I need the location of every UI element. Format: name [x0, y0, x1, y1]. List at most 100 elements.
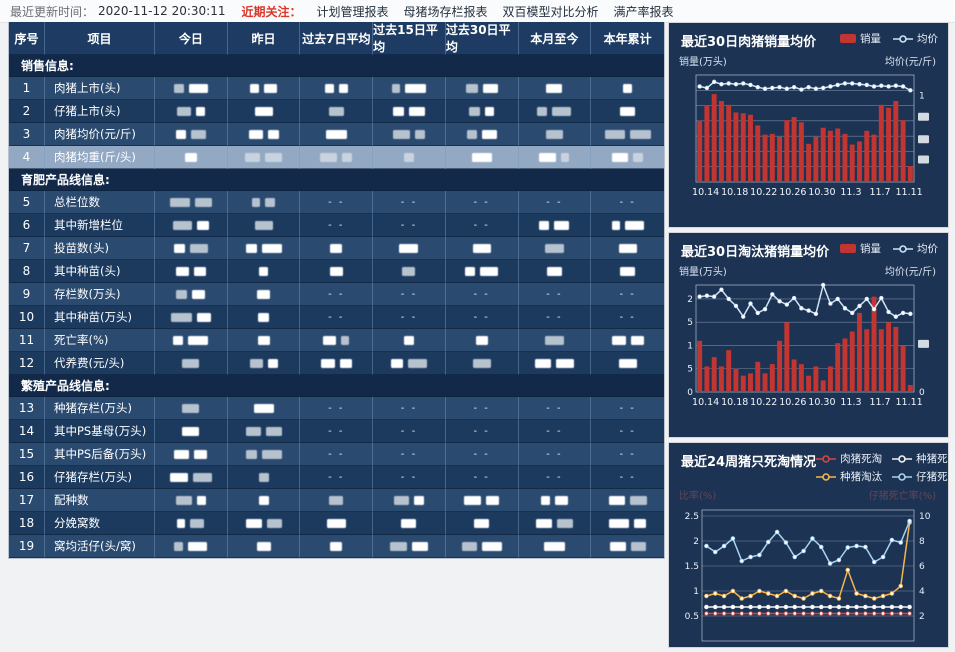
table-row-9[interactable]: 9 存栏数(万头) - - - - - - - - - - [9, 283, 664, 306]
redacted-value [339, 358, 352, 368]
row-number: 14 [9, 420, 45, 443]
redacted-value [194, 197, 212, 207]
row-value-cell [155, 329, 228, 352]
redacted-value [413, 495, 424, 505]
table-row-12[interactable]: 12 代养费(元/头) [9, 352, 664, 375]
chart-plot: 2.5 10 2 8 1.5 6 1 4 0.5 2 [684, 509, 930, 642]
row-value-cell [155, 191, 228, 214]
redacted-value [169, 197, 190, 207]
table-row-4[interactable]: 4 肉猪均重(斤/头) [9, 146, 664, 169]
redacted-value [195, 106, 205, 116]
svg-text:10.22: 10.22 [750, 397, 777, 408]
row-value-cell [155, 443, 228, 466]
empty-value: - - [619, 288, 636, 300]
legend-label: 种猪淘汰 [840, 471, 883, 483]
table-row-11[interactable]: 11 死亡率(%) [9, 329, 664, 352]
svg-text:4: 4 [919, 587, 925, 597]
svg-text:5: 5 [687, 318, 693, 328]
row-value-cell [155, 214, 228, 237]
legend-item-销量[interactable]: 销量 [840, 241, 881, 256]
legend-item-均价[interactable]: 均价 [893, 241, 938, 256]
table-row-8[interactable]: 8 其中种苗(头) [9, 260, 664, 283]
table-row-3[interactable]: 3 肉猪均价(元/斤) [9, 123, 664, 146]
row-value-cell: - - [591, 420, 664, 443]
redacted-value [182, 403, 200, 413]
table-row-16[interactable]: 16 仔猪存栏(万头) - - - - - - - - - - [9, 466, 664, 489]
row-label: 肉猪上市(头) [45, 77, 155, 100]
row-value-cell [155, 77, 228, 100]
row-value-cell [155, 466, 228, 489]
table-row-6[interactable]: 6 其中新增栏位 - - - - - - [9, 214, 664, 237]
table-row-17[interactable]: 17 配种数 [9, 489, 664, 512]
row-value-cell [155, 535, 228, 558]
row-value-cell: - - [300, 420, 374, 443]
legend-item-肉猪死淘[interactable]: 肉猪死淘 [816, 451, 882, 466]
legend-item-仔猪死亡[interactable]: 仔猪死亡 [892, 469, 948, 484]
empty-value: - - [546, 448, 563, 460]
topbar-link-1[interactable]: 母猪场存栏报表 [403, 4, 488, 19]
redacted-value [182, 358, 200, 368]
redacted-value [390, 358, 403, 368]
row-value-cell: - - [518, 466, 592, 489]
table-row-18[interactable]: 18 分娩窝数 [9, 512, 664, 535]
table-row-7[interactable]: 7 投苗数(头) [9, 237, 664, 260]
empty-value: - - [400, 196, 418, 208]
legend-line-swatch [892, 472, 913, 481]
row-value-cell: - - [445, 397, 519, 420]
row-value-cell [445, 535, 519, 558]
empty-value: - - [546, 288, 563, 300]
redacted-value [173, 243, 185, 253]
redacted-value [245, 152, 261, 162]
legend-item-均价[interactable]: 均价 [893, 31, 938, 46]
legend-item-销量[interactable]: 销量 [840, 31, 881, 46]
row-value-cell [445, 512, 519, 535]
row-value-cell: - - [445, 443, 519, 466]
legend-item-种猪死亡[interactable]: 种猪死亡 [892, 451, 948, 466]
empty-value: - - [400, 219, 418, 231]
table-header-cell: 过去7日平均 [300, 22, 374, 55]
empty-value: - - [400, 288, 418, 300]
row-number: 16 [9, 466, 45, 489]
table-header-cell: 过去30日平均 [445, 22, 519, 55]
row-value-cell [300, 260, 374, 283]
table-row-5[interactable]: 5 总栏位数 - - - - - - - - - - [9, 191, 664, 214]
table-row-10[interactable]: 10 其中种苗(万头) - - - - - - - - - - [9, 306, 664, 329]
redacted-value [328, 106, 344, 116]
empty-value: - - [328, 471, 345, 483]
redacted-value [472, 358, 491, 368]
row-value-cell [155, 260, 228, 283]
topbar-link-0[interactable]: 计划管理报表 [316, 4, 389, 19]
row-number: 12 [9, 352, 45, 375]
row-value-cell [591, 146, 664, 169]
empty-value: - - [546, 402, 563, 414]
row-value-cell [373, 77, 446, 100]
row-label: 总栏位数 [45, 191, 155, 214]
svg-text:10.26: 10.26 [779, 187, 806, 198]
section-row: 育肥产品线信息: [9, 169, 664, 191]
table-row-1[interactable]: 1 肉猪上市(头) [9, 77, 664, 100]
redacted-value [391, 83, 400, 93]
row-value-cell [518, 489, 592, 512]
legend-item-种猪淘汰[interactable]: 种猪淘汰 [816, 469, 882, 484]
svg-text:1: 1 [687, 341, 693, 351]
table-row-2[interactable]: 2 仔猪上市(头) [9, 100, 664, 123]
table-row-15[interactable]: 15 其中PS后备(万头) - - - - - - - - - - [9, 443, 664, 466]
redacted-value [633, 152, 644, 162]
row-value-cell [227, 191, 301, 214]
row-value-cell: - - [445, 466, 519, 489]
topbar-link-2[interactable]: 双百模型对比分析 [502, 4, 599, 19]
topbar-link-3[interactable]: 满产率报表 [613, 4, 674, 19]
table-row-13[interactable]: 13 种猪存栏(万头) - - - - - - - - - - [9, 397, 664, 420]
table-row-14[interactable]: 14 其中PS基母(万头) - - - - - - - - - - [9, 420, 664, 443]
redacted-value [554, 495, 568, 505]
legend-label: 种猪死亡 [916, 453, 948, 465]
chart-card-header: 最近30日淘汰猪销量均价 销量 均价 [669, 233, 948, 260]
row-value-cell [227, 535, 301, 558]
redacted-value [403, 152, 414, 162]
table-row-19[interactable]: 19 窝均活仔(头/窝) [9, 535, 664, 558]
redacted-value [465, 83, 478, 93]
row-label: 代养费(元/头) [45, 352, 155, 375]
redacted-value [264, 83, 278, 93]
redacted-value [174, 449, 190, 459]
row-value-cell [518, 329, 592, 352]
